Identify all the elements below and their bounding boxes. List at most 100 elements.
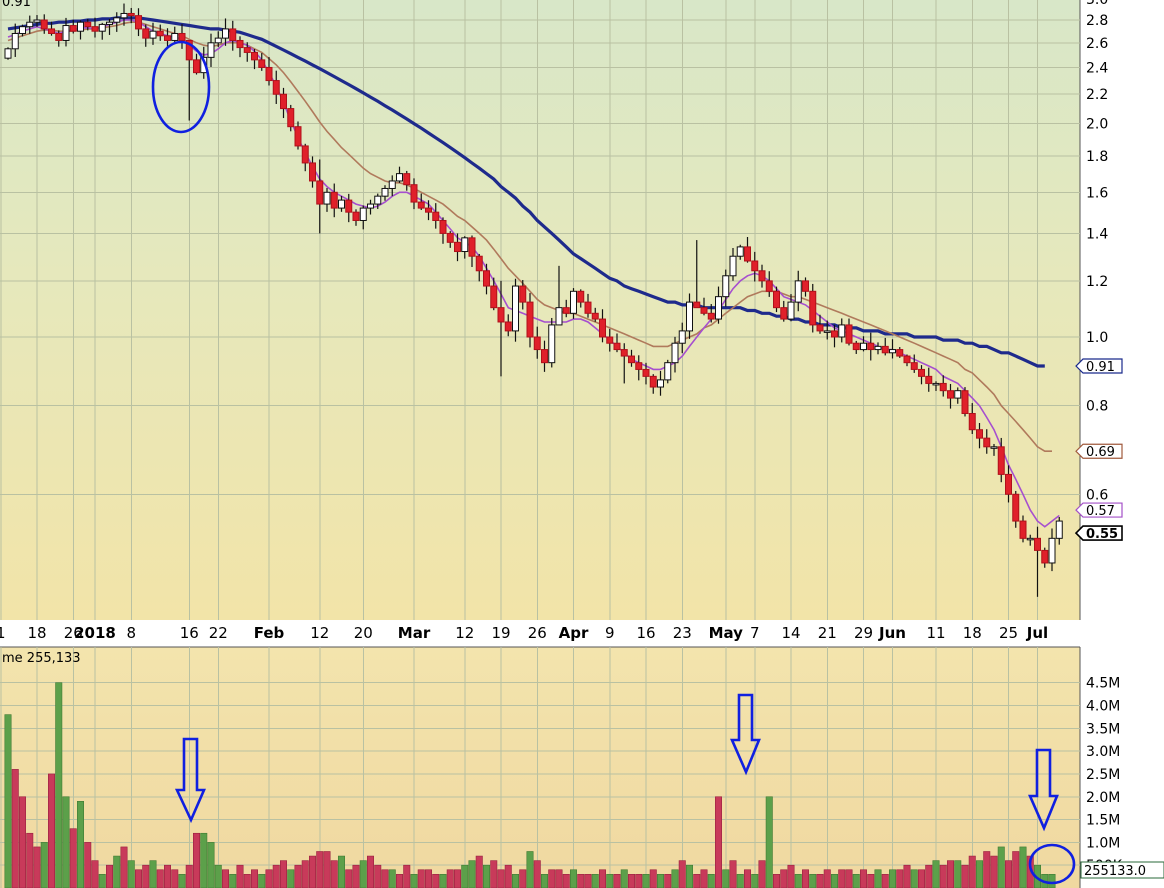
date-tick-label: 16 xyxy=(180,624,199,642)
volume-tick-label: 1.0M xyxy=(1086,835,1120,851)
volume-tick-label: 4.0M xyxy=(1086,699,1120,715)
candle xyxy=(533,326,541,359)
candle xyxy=(1034,526,1041,597)
volume-bar xyxy=(504,864,512,888)
volume-bar xyxy=(135,869,143,888)
volume-bar xyxy=(279,860,287,888)
volume-bar xyxy=(983,851,991,888)
volume-bar xyxy=(917,869,925,888)
volume-bar xyxy=(852,874,860,888)
date-tick-label: Feb xyxy=(254,624,285,642)
date-tick-label: 2018 xyxy=(74,624,116,642)
candle xyxy=(62,17,70,47)
volume-bar xyxy=(345,869,353,888)
volume-bar xyxy=(519,869,527,888)
date-tick-label: 22 xyxy=(209,624,228,642)
volume-bar xyxy=(381,869,389,888)
candle xyxy=(918,365,925,385)
candle xyxy=(562,299,570,318)
volume-bar xyxy=(729,860,737,888)
candle xyxy=(69,19,77,34)
date-tick-label: Jun xyxy=(878,624,906,642)
volume-bar xyxy=(113,855,121,888)
candle xyxy=(729,247,737,281)
candle xyxy=(664,359,672,384)
candle xyxy=(222,18,229,46)
volume-bar xyxy=(780,869,788,888)
price-tag-text: 0.91 xyxy=(1086,360,1115,375)
volume-bar xyxy=(874,869,882,888)
candle xyxy=(1005,465,1012,503)
candle xyxy=(736,244,744,260)
candle xyxy=(185,39,193,121)
date-tick-label: 26 xyxy=(528,624,547,642)
candle xyxy=(120,3,128,26)
candle xyxy=(19,24,26,37)
volume-bar xyxy=(613,874,621,888)
volume-bar xyxy=(1048,874,1056,888)
price-tag-text: 0.69 xyxy=(1086,445,1115,460)
price-tag: 0.57 xyxy=(1075,502,1123,519)
candle xyxy=(461,236,469,259)
date-tick-label: 1 xyxy=(0,624,6,642)
candle xyxy=(751,251,759,282)
volume-bar xyxy=(446,869,454,888)
candle xyxy=(780,300,788,322)
candle xyxy=(852,340,860,354)
volume-bar xyxy=(323,851,331,888)
candle xyxy=(149,22,157,45)
candle xyxy=(526,293,534,348)
volume-bar xyxy=(765,796,773,888)
volume-bar xyxy=(410,874,418,888)
volume-bar xyxy=(200,832,208,888)
date-tick-label: 7 xyxy=(750,624,760,642)
candle xyxy=(809,283,817,333)
volume-bar xyxy=(816,874,824,888)
volume-bar xyxy=(171,869,179,888)
candle xyxy=(446,231,454,248)
candle xyxy=(156,24,164,41)
candle xyxy=(693,240,701,309)
candle xyxy=(91,17,99,38)
candle xyxy=(1012,490,1020,528)
candle xyxy=(497,280,505,377)
date-tick-label: 16 xyxy=(636,624,655,642)
candle xyxy=(671,336,679,373)
volume-bar xyxy=(490,860,498,888)
volume-bar xyxy=(55,682,63,888)
price-tick-label: 2.8 xyxy=(1086,13,1108,29)
volume-bar xyxy=(98,874,106,888)
candle xyxy=(976,422,983,449)
candle xyxy=(280,87,287,119)
candle xyxy=(164,28,171,49)
volume-bar xyxy=(403,864,411,888)
volume-bar xyxy=(823,869,831,888)
price-tag-text: 0.57 xyxy=(1086,504,1115,519)
candle xyxy=(954,387,962,404)
volume-bar xyxy=(178,874,186,888)
date-tick-label: Apr xyxy=(559,624,589,642)
volume-bar xyxy=(337,855,345,888)
candle xyxy=(831,324,838,348)
volume-bar xyxy=(707,874,715,888)
annotation-arrow-jan xyxy=(174,737,206,824)
candle xyxy=(983,429,991,454)
volume-bar xyxy=(888,869,896,888)
price-tick-label: 1.4 xyxy=(1086,226,1108,242)
volume-bar xyxy=(47,773,55,888)
volume-bar xyxy=(84,842,92,888)
volume-bar xyxy=(540,874,548,888)
volume-bar xyxy=(591,874,599,888)
candle xyxy=(577,289,585,308)
volume-bar xyxy=(678,860,686,888)
candle xyxy=(678,322,686,354)
price-y-axis: 3.0 2.8 2.6 2.4 2.2 2.0 1.8 1.6 1.4 1.2 1.0 0.8 0.6 xyxy=(1086,0,1108,503)
volume-tick-label: 2.5M xyxy=(1086,767,1120,783)
candle xyxy=(504,314,512,337)
volume-bar xyxy=(867,874,875,888)
volume-bar xyxy=(432,874,440,888)
volume-tick-label: 1.5M xyxy=(1086,813,1120,829)
candle xyxy=(106,18,113,35)
candle xyxy=(301,143,309,172)
